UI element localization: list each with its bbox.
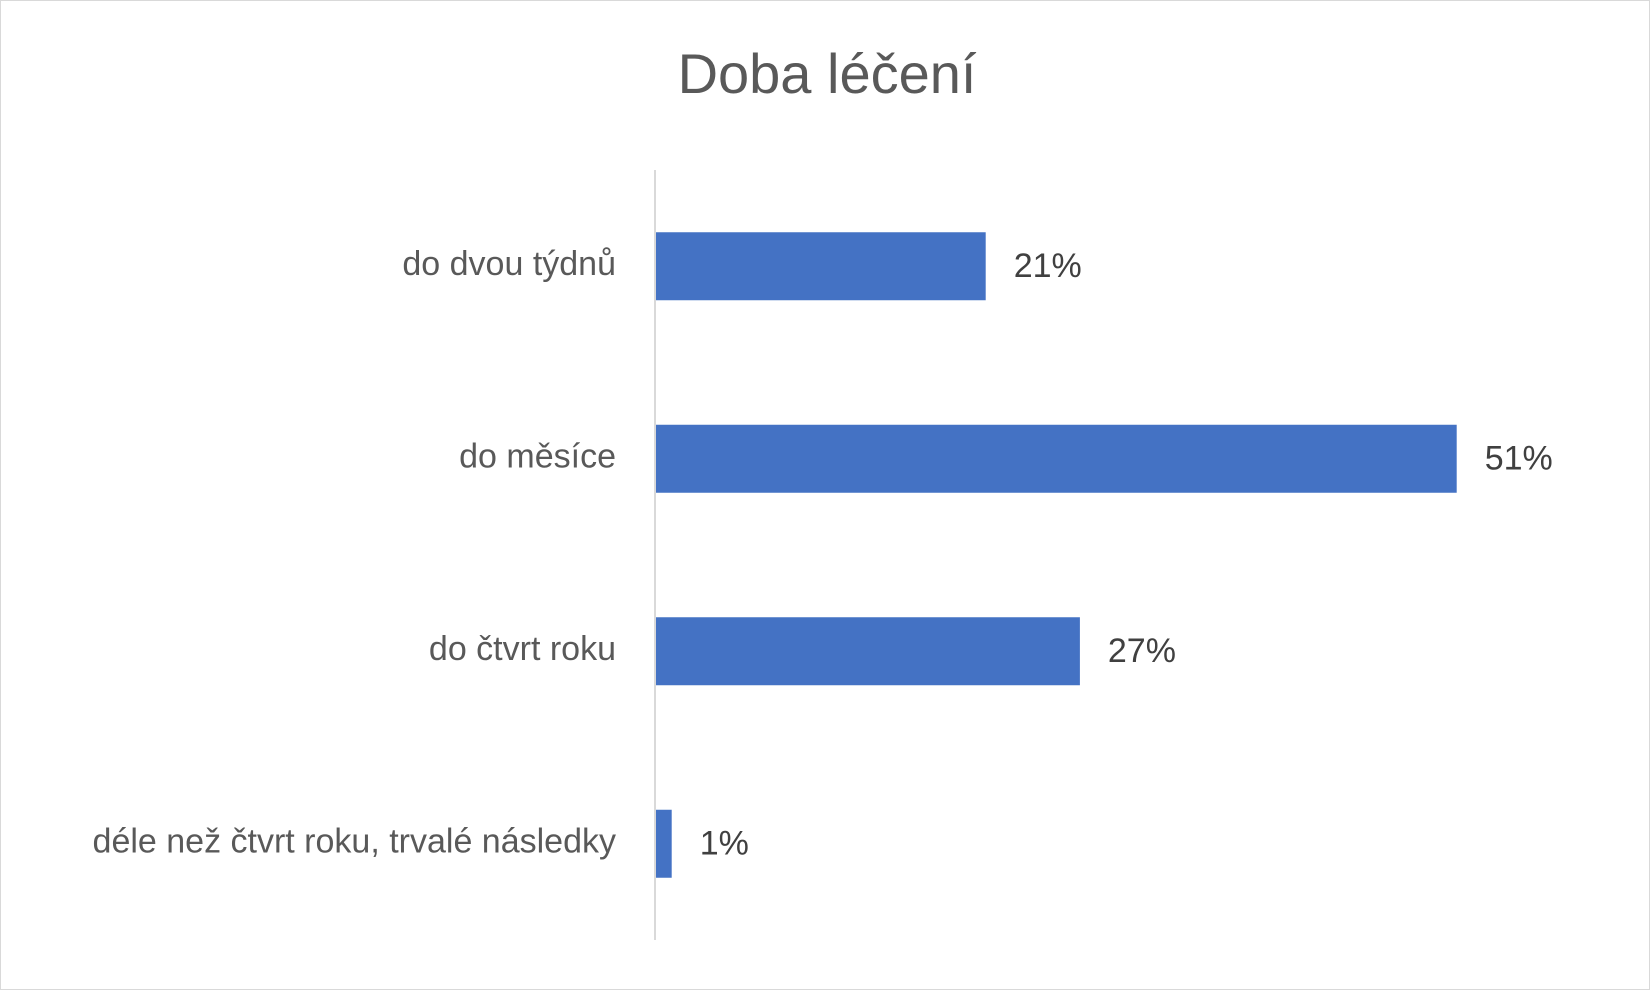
category-label: do měsíce [459,438,616,476]
category-label: do čtvrt roku [429,630,616,668]
data-label: 27% [1108,632,1176,670]
bar [656,424,1457,493]
data-label: 1% [700,825,749,863]
chart-title: Doba léčení [677,42,977,105]
bar [656,232,986,301]
chart-marks: do dvou týdnů 21% do měsíce 51% do čtvrt rok… [93,232,1553,878]
category-label: déle než čtvrt roku, trvalé následky [93,823,616,861]
category-label: do dvou týdnů [402,245,616,283]
bar [656,617,1080,686]
data-label: 51% [1485,440,1553,478]
bar [656,809,672,878]
data-label: 21% [1014,247,1082,285]
